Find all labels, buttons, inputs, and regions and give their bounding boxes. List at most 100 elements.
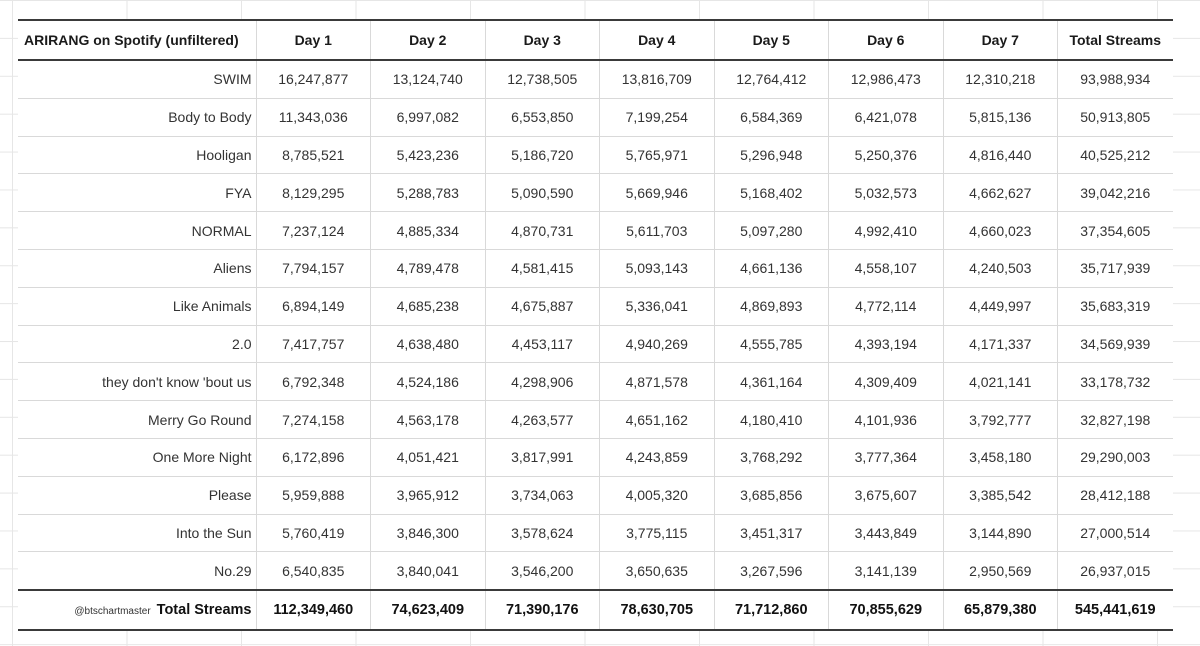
stream-count-cell[interactable]: 12,764,412 (713, 59, 829, 99)
stream-count-cell[interactable]: 3,768,292 (713, 437, 829, 477)
total-cell-day-3[interactable]: 71,390,176 (484, 589, 600, 632)
stream-count-cell[interactable]: 5,093,143 (599, 248, 715, 288)
column-header-day-6[interactable]: Day 6 (828, 19, 944, 61)
stream-count-cell[interactable]: 4,361,164 (713, 362, 829, 402)
stream-count-cell[interactable]: 4,581,415 (484, 248, 600, 288)
stream-count-cell[interactable]: 5,336,041 (599, 286, 715, 326)
stream-count-cell[interactable]: 4,005,320 (599, 475, 715, 515)
stream-count-cell[interactable]: 4,662,627 (942, 173, 1058, 213)
stream-count-cell[interactable]: 5,611,703 (599, 211, 715, 250)
stream-count-cell[interactable]: 4,651,162 (599, 400, 715, 439)
song-name-cell[interactable]: No.29 (18, 551, 257, 591)
stream-count-cell[interactable]: 4,685,238 (370, 286, 486, 326)
stream-count-cell[interactable]: 3,846,300 (370, 513, 486, 553)
stream-count-cell[interactable]: 4,675,887 (484, 286, 600, 326)
stream-count-cell[interactable]: 4,240,503 (942, 248, 1058, 288)
stream-count-cell[interactable]: 3,443,849 (828, 513, 944, 553)
column-header-day-3[interactable]: Day 3 (484, 19, 600, 61)
stream-count-cell[interactable]: 6,792,348 (255, 362, 371, 402)
stream-count-cell[interactable]: 4,243,859 (599, 437, 715, 477)
stream-count-cell[interactable]: 4,263,577 (484, 400, 600, 439)
stream-count-cell[interactable]: 4,021,141 (942, 362, 1058, 402)
stream-count-cell[interactable]: 4,524,186 (370, 362, 486, 402)
song-name-cell[interactable]: Like Animals (18, 286, 257, 326)
column-header-day-2[interactable]: Day 2 (370, 19, 486, 61)
stream-count-cell[interactable]: 4,885,334 (370, 211, 486, 250)
song-name-cell[interactable]: Hooligan (18, 135, 257, 175)
stream-count-cell[interactable]: 3,141,139 (828, 551, 944, 591)
stream-count-cell[interactable]: 7,199,254 (599, 97, 715, 137)
stream-count-cell[interactable]: 4,555,785 (713, 324, 829, 364)
stream-count-cell[interactable]: 4,309,409 (828, 362, 944, 402)
stream-count-cell[interactable]: 4,180,410 (713, 400, 829, 439)
stream-count-cell[interactable]: 3,675,607 (828, 475, 944, 515)
stream-count-cell[interactable]: 4,563,178 (370, 400, 486, 439)
stream-count-cell[interactable]: 6,540,835 (255, 551, 371, 591)
stream-count-cell[interactable]: 5,168,402 (713, 173, 829, 213)
stream-count-cell[interactable]: 7,237,124 (255, 211, 371, 250)
song-name-cell[interactable]: SWIM (18, 59, 257, 99)
song-name-cell[interactable]: 2.0 (18, 324, 257, 364)
total-cell-grand-total[interactable]: 545,441,619 (1057, 589, 1173, 632)
stream-count-cell[interactable]: 4,101,936 (828, 400, 944, 439)
stream-count-cell[interactable]: 4,661,136 (713, 248, 829, 288)
stream-count-cell[interactable]: 4,816,440 (942, 135, 1058, 175)
stream-count-cell[interactable]: 5,765,971 (599, 135, 715, 175)
stream-count-cell[interactable]: 5,186,720 (484, 135, 600, 175)
stream-count-cell[interactable]: 3,734,063 (484, 475, 600, 515)
column-header-day-4[interactable]: Day 4 (599, 19, 715, 61)
stream-count-cell[interactable]: 6,584,369 (713, 97, 829, 137)
total-streams-cell[interactable]: 32,827,198 (1057, 400, 1173, 439)
song-name-cell[interactable]: Aliens (18, 248, 257, 288)
total-cell-day-2[interactable]: 74,623,409 (370, 589, 486, 632)
stream-count-cell[interactable]: 6,894,149 (255, 286, 371, 326)
stream-count-cell[interactable]: 8,785,521 (255, 135, 371, 175)
stream-count-cell[interactable]: 3,817,991 (484, 437, 600, 477)
total-streams-cell[interactable]: 37,354,605 (1057, 211, 1173, 250)
total-streams-cell[interactable]: 35,717,939 (1057, 248, 1173, 288)
stream-count-cell[interactable]: 3,965,912 (370, 475, 486, 515)
total-streams-cell[interactable]: 39,042,216 (1057, 173, 1173, 213)
stream-count-cell[interactable]: 6,553,850 (484, 97, 600, 137)
stream-count-cell[interactable]: 3,267,596 (713, 551, 829, 591)
stream-count-cell[interactable]: 5,090,590 (484, 173, 600, 213)
stream-count-cell[interactable]: 4,772,114 (828, 286, 944, 326)
stream-count-cell[interactable]: 11,343,036 (255, 97, 371, 137)
total-streams-cell[interactable]: 40,525,212 (1057, 135, 1173, 175)
song-name-cell[interactable]: Merry Go Round (18, 400, 257, 439)
stream-count-cell[interactable]: 4,051,421 (370, 437, 486, 477)
total-row-label-cell[interactable]: @btschartmaster Total Streams (18, 589, 257, 632)
stream-count-cell[interactable]: 4,871,578 (599, 362, 715, 402)
stream-count-cell[interactable]: 3,546,200 (484, 551, 600, 591)
stream-count-cell[interactable]: 2,950,569 (942, 551, 1058, 591)
stream-count-cell[interactable]: 5,423,236 (370, 135, 486, 175)
stream-count-cell[interactable]: 4,449,997 (942, 286, 1058, 326)
stream-count-cell[interactable]: 4,298,906 (484, 362, 600, 402)
stream-count-cell[interactable]: 13,816,709 (599, 59, 715, 99)
total-cell-day-4[interactable]: 78,630,705 (599, 589, 715, 632)
stream-count-cell[interactable]: 5,296,948 (713, 135, 829, 175)
stream-count-cell[interactable]: 5,959,888 (255, 475, 371, 515)
column-header-total-streams[interactable]: Total Streams (1057, 19, 1173, 61)
stream-count-cell[interactable]: 3,144,890 (942, 513, 1058, 553)
stream-count-cell[interactable]: 3,685,856 (713, 475, 829, 515)
stream-count-cell[interactable]: 3,840,041 (370, 551, 486, 591)
stream-count-cell[interactable]: 6,997,082 (370, 97, 486, 137)
total-cell-day-1[interactable]: 112,349,460 (255, 589, 371, 632)
stream-count-cell[interactable]: 12,310,218 (942, 59, 1058, 99)
stream-count-cell[interactable]: 5,097,280 (713, 211, 829, 250)
total-streams-cell[interactable]: 34,569,939 (1057, 324, 1173, 364)
stream-count-cell[interactable]: 4,638,480 (370, 324, 486, 364)
stream-count-cell[interactable]: 4,453,117 (484, 324, 600, 364)
stream-count-cell[interactable]: 3,775,115 (599, 513, 715, 553)
stream-count-cell[interactable]: 4,660,023 (942, 211, 1058, 250)
stream-count-cell[interactable]: 5,288,783 (370, 173, 486, 213)
stream-count-cell[interactable]: 4,992,410 (828, 211, 944, 250)
stream-count-cell[interactable]: 5,669,946 (599, 173, 715, 213)
total-streams-cell[interactable]: 27,000,514 (1057, 513, 1173, 553)
stream-count-cell[interactable]: 4,558,107 (828, 248, 944, 288)
stream-count-cell[interactable]: 3,385,542 (942, 475, 1058, 515)
song-name-cell[interactable]: Body to Body (18, 97, 257, 137)
column-header-day-1[interactable]: Day 1 (255, 19, 371, 61)
stream-count-cell[interactable]: 12,986,473 (828, 59, 944, 99)
